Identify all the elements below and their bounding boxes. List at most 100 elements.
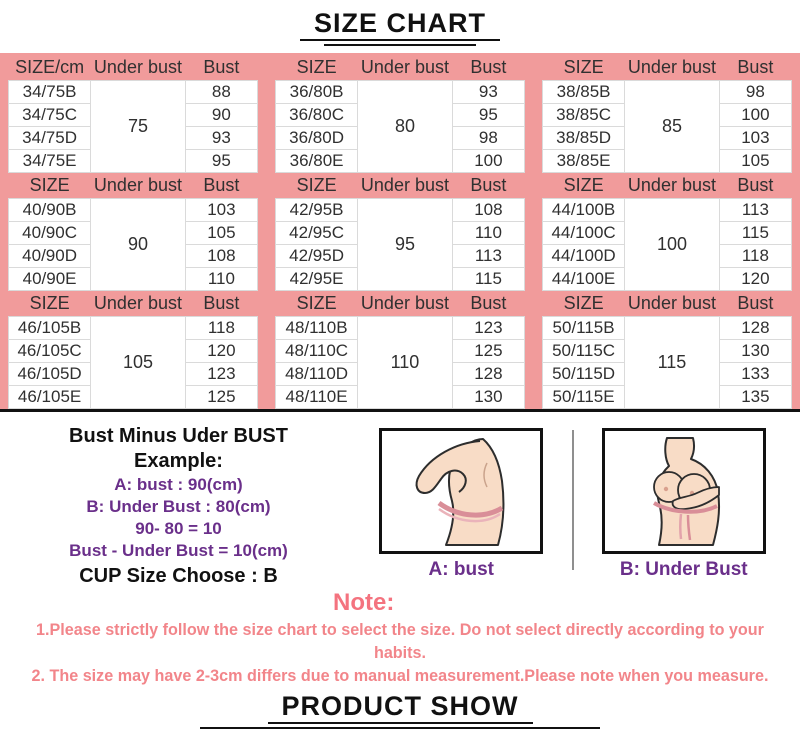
bust-cell: 125 [184, 385, 259, 409]
table-row: 36/80B 80 93 [274, 80, 526, 173]
figure-b-caption: B: Under Bust [619, 559, 748, 580]
note-line: 1.Please strictly follow the size chart … [36, 620, 764, 662]
bust-cell: 125 [451, 339, 526, 363]
size-cell: 36/80D [274, 126, 359, 150]
under-bust-value: 115 [624, 316, 720, 409]
table-row: 46/105C 120 [7, 339, 259, 363]
bust-cell: 103 [184, 198, 259, 222]
under-bust-value: 105 [90, 316, 186, 409]
bust-cell: 93 [184, 126, 259, 150]
table-row: 46/105B 105 118 [7, 316, 259, 409]
table-row: 36/80D 98 [274, 126, 526, 150]
column-header: Bust [470, 57, 507, 77]
size-cell: 44/100E [541, 267, 626, 291]
table-row: 38/85D 103 [541, 126, 793, 150]
size-cell: 44/100D [541, 244, 626, 268]
table-row: 46/105D 123 [7, 362, 259, 386]
column-header: Under bust [360, 57, 449, 77]
size-cell: 50/115B [541, 316, 626, 340]
table-row: 42/95D 113 [274, 244, 526, 268]
bust-cell: 130 [451, 385, 526, 409]
note-line: 2. The size may have 2-3cm differs due t… [31, 666, 769, 685]
column-header: SIZE/cm [15, 57, 85, 77]
size-table: SIZE Under bust Bust 48/110B 110 123 48/110C 12… [274, 291, 526, 409]
column-header: Bust [470, 293, 507, 313]
size-table: SIZE Under bust Bust 46/105B 105 118 46/105C 12… [7, 291, 259, 409]
column-header: Under bust [360, 293, 449, 313]
size-cell: 38/85E [541, 149, 626, 173]
size-cell: 34/75C [7, 103, 92, 127]
size-cell: 40/90B [7, 198, 92, 222]
column-header: Bust [470, 175, 507, 195]
bust-cell: 120 [184, 339, 259, 363]
bust-cell: 90 [184, 103, 259, 127]
table-row: 42/95E 115 [274, 267, 526, 291]
bust-cell: 115 [718, 221, 793, 245]
example-lines: A: bust : 90(cm) B: Under Bust : 80(cm) 90… [6, 474, 351, 562]
table-row: 40/90D 108 [7, 244, 259, 268]
column-header: Bust [203, 57, 240, 77]
column-header: Under bust [627, 175, 716, 195]
size-cell: 40/90D [7, 244, 92, 268]
table-row: 50/115E 135 [541, 385, 793, 409]
column-header: Under bust [93, 293, 182, 313]
bust-cell: 95 [451, 103, 526, 127]
size-table-header: SIZE/cm Under bust Bust [9, 55, 258, 81]
column-header: Bust [203, 175, 240, 195]
table-row: 36/80C 95 [274, 103, 526, 127]
size-cell: 44/100C [541, 221, 626, 245]
bust-cell: 98 [451, 126, 526, 150]
bust-cell: 113 [718, 198, 793, 222]
size-cell: 38/85D [541, 126, 626, 150]
size-chart-section: SIZE/cm Under bust Bust 34/75B 75 88 34/75C 90 3… [0, 53, 800, 412]
bust-cell: 110 [184, 267, 259, 291]
table-row: 42/95B 95 108 [274, 198, 526, 291]
bust-cell: 108 [184, 244, 259, 268]
size-cell: 48/110B [274, 316, 359, 340]
example-line: A: bust : 90(cm) [114, 475, 243, 494]
table-row: 50/115D 133 [541, 362, 793, 386]
size-table-header: SIZE Under bust Bust [276, 173, 525, 199]
size-table-header: SIZE Under bust Bust [9, 291, 258, 317]
bust-cell: 115 [451, 267, 526, 291]
table-row: 46/105E 125 [7, 385, 259, 409]
product-show-title-block: PRODUCT SHOW [0, 687, 800, 729]
size-table: SIZE Under bust Bust 36/80B 80 93 36/80C 95 36/8… [274, 55, 526, 173]
table-row: 38/85E 105 [541, 149, 793, 173]
size-cell: 36/80B [274, 80, 359, 104]
bust-cell: 113 [451, 244, 526, 268]
size-table: SIZE Under bust Bust 38/85B 85 98 38/85C 100 38/… [541, 55, 793, 173]
table-row: 34/75B 75 88 [7, 80, 259, 173]
size-cell: 36/80C [274, 103, 359, 127]
column-header: SIZE [29, 175, 70, 195]
size-cell: 38/85B [541, 80, 626, 104]
size-cell: 40/90E [7, 267, 92, 291]
table-row: 50/115B 115 128 [541, 316, 793, 409]
column-header: Bust [737, 175, 774, 195]
table-row: 44/100B 100 113 [541, 198, 793, 291]
table-row: 34/75E 95 [7, 149, 259, 173]
bust-cell: 100 [451, 149, 526, 173]
title-underline [324, 44, 476, 46]
size-table-group: SIZE Under bust Bust 46/105B 105 118 46/105C 12… [7, 291, 793, 409]
product-show-title: PRODUCT SHOW [267, 693, 533, 724]
table-row: 38/85B 85 98 [541, 80, 793, 173]
table-row: 34/75C 90 [7, 103, 259, 127]
bust-cell: 100 [718, 103, 793, 127]
bust-cell: 108 [451, 198, 526, 222]
size-cell: 48/110C [274, 339, 359, 363]
size-cell: 44/100B [541, 198, 626, 222]
bust-cell: 98 [718, 80, 793, 104]
table-row: 50/115C 130 [541, 339, 793, 363]
bust-cell: 103 [718, 126, 793, 150]
bust-cell: 120 [718, 267, 793, 291]
cup-size-line: CUP Size Choose : B [79, 565, 278, 587]
size-table: SIZE Under bust Bust 50/115B 115 128 50/115C 13… [541, 291, 793, 409]
size-cell: 50/115E [541, 385, 626, 409]
bust-cell: 123 [184, 362, 259, 386]
bust-cell: 123 [451, 316, 526, 340]
under-bust-value: 85 [624, 80, 720, 173]
size-cell: 46/105D [7, 362, 92, 386]
size-table-group: SIZE Under bust Bust 40/90B 90 103 40/90C 105 40… [7, 173, 793, 291]
measure-section: Bust Minus Uder BUST Example: A: bust : … [0, 422, 800, 590]
